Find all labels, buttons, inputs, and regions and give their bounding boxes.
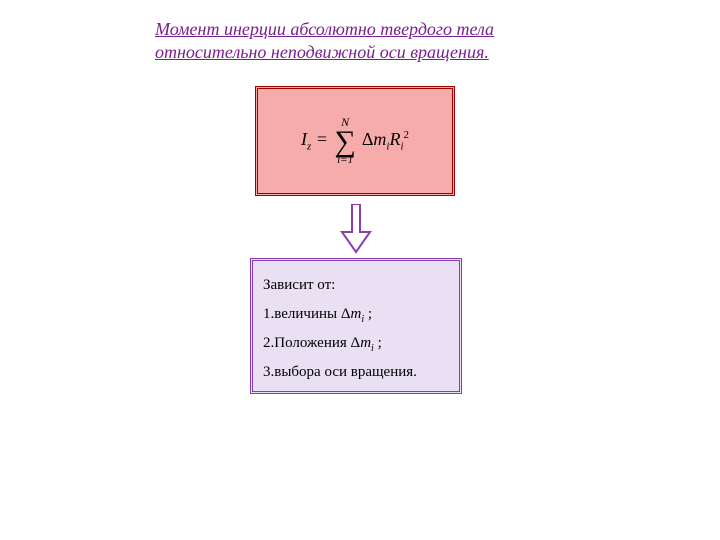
term-R: R <box>389 129 400 149</box>
slide-title: Момент инерции абсолютно твердого тела о… <box>155 18 595 65</box>
depends-heading: Зависит от: <box>263 271 449 300</box>
dep1-prefix: 1.величины <box>263 306 341 322</box>
depends-item-2: 2.Положения Δmi ; <box>263 329 449 358</box>
dep1-delta: Δ <box>341 306 351 322</box>
summation: N ∑ i=1 <box>334 116 355 166</box>
dep3-prefix: 3.выбора оси вращения. <box>263 364 417 380</box>
dep2-suffix: ; <box>374 335 382 351</box>
depends-box: Зависит от: 1.величины Δmi ; 2.Положения… <box>250 258 462 394</box>
dep1-var: m <box>351 306 362 322</box>
sigma-icon: ∑ <box>334 128 355 155</box>
sum-lower: i=1 <box>337 155 353 166</box>
formula-box: Iz = N ∑ i=1 ΔmiRi2 <box>255 86 455 196</box>
down-arrow-icon <box>340 204 372 254</box>
formula: Iz = N ∑ i=1 ΔmiRi2 <box>301 116 409 166</box>
formula-equals: = <box>316 129 333 149</box>
term-m: m <box>373 129 386 149</box>
dep2-delta: Δ <box>351 335 361 351</box>
dep2-prefix: 2.Положения <box>263 335 351 351</box>
dep1-suffix: ; <box>364 306 372 322</box>
formula-lhs-sub: z <box>307 140 311 152</box>
term-delta: Δ <box>362 129 374 149</box>
term-R-sup: 2 <box>404 129 410 141</box>
dep2-var: m <box>360 335 371 351</box>
term-R-sub: i <box>400 140 403 152</box>
depends-item-3: 3.выбора оси вращения. <box>263 358 449 387</box>
depends-item-1: 1.величины Δmi ; <box>263 300 449 329</box>
